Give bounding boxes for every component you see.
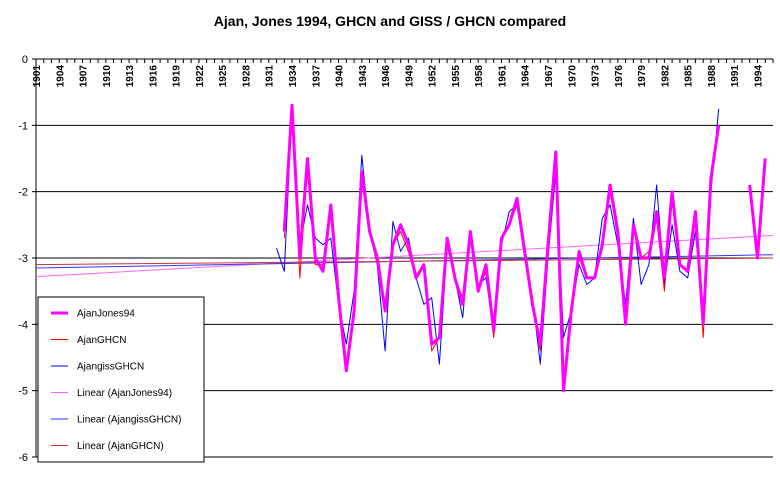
axes: 0 -1 -2 -3 -4 -5 -6 1901 1904 1907 1910 1913 1916 191… bbox=[18, 54, 774, 464]
x-tick-label: 1964 bbox=[521, 65, 532, 88]
legend-label: AjanGHCN bbox=[77, 335, 126, 346]
y-tick-label: -2 bbox=[18, 187, 28, 199]
x-tick-label: 1973 bbox=[591, 65, 602, 88]
series-lines bbox=[35, 103, 774, 393]
legend-label: AjangissGHCN bbox=[77, 362, 144, 373]
x-tick-label: 1904 bbox=[55, 65, 66, 88]
y-tick-label: -5 bbox=[18, 386, 28, 398]
legend-label: Linear (AjangissGHCN) bbox=[77, 415, 181, 426]
chart-title: Ajan, Jones 1994, GHCN and GISS / GHCN c… bbox=[213, 13, 567, 29]
legend-label: AjanJones94 bbox=[77, 309, 135, 320]
x-tick-label: 1982 bbox=[660, 65, 671, 88]
x-tick-label: 1919 bbox=[172, 65, 183, 88]
x-tick-label: 1928 bbox=[241, 65, 252, 88]
legend-label: Linear (AjanGHCN) bbox=[77, 441, 164, 452]
x-tick-label: 1940 bbox=[335, 65, 346, 88]
x-tick-label: 1976 bbox=[614, 65, 625, 88]
x-tick-label: 1913 bbox=[125, 65, 136, 88]
series-line bbox=[282, 103, 767, 393]
x-tick-label: 1943 bbox=[358, 65, 369, 88]
x-tick-label: 1985 bbox=[684, 65, 695, 88]
x-tick-label: 1931 bbox=[265, 65, 276, 88]
x-tick-label: 1955 bbox=[451, 65, 462, 88]
x-tick-label: 1952 bbox=[428, 65, 439, 88]
x-tick-label: 1910 bbox=[102, 65, 113, 88]
x-tick-label: 1901 bbox=[32, 65, 43, 88]
x-tick-label: 1988 bbox=[707, 65, 718, 88]
legend-box bbox=[37, 296, 205, 463]
y-tick-label: -3 bbox=[18, 253, 28, 265]
legend-label: Linear (AjanJones94) bbox=[77, 388, 172, 399]
x-tick-label: 1934 bbox=[288, 65, 299, 88]
x-tick-label: 1958 bbox=[474, 65, 485, 88]
legend: AjanJones94 AjanGHCN AjangissGHCN Linear (A… bbox=[37, 296, 205, 463]
x-tick-label: 1970 bbox=[567, 65, 578, 88]
x-tick-label: 1922 bbox=[195, 65, 206, 88]
x-tick-label: 1949 bbox=[404, 65, 415, 88]
x-tick-label: 1961 bbox=[497, 65, 508, 88]
series-line bbox=[35, 257, 774, 266]
x-tick-label: 1925 bbox=[218, 65, 229, 88]
x-tick-label: 1994 bbox=[753, 65, 764, 88]
x-tick-label: 1916 bbox=[148, 65, 159, 88]
x-tick-label: 1991 bbox=[730, 65, 741, 88]
y-tick-label: 0 bbox=[22, 54, 28, 66]
y-tick-label: -6 bbox=[18, 452, 28, 464]
y-tick-label: -1 bbox=[18, 120, 28, 132]
x-tick-label: 1907 bbox=[79, 65, 90, 88]
x-tick-label: 1946 bbox=[381, 65, 392, 88]
y-tick-label: -4 bbox=[18, 319, 28, 331]
x-tick-label: 1967 bbox=[544, 65, 555, 88]
x-tick-label: 1979 bbox=[637, 65, 648, 88]
x-tick-label: 1937 bbox=[311, 65, 322, 88]
